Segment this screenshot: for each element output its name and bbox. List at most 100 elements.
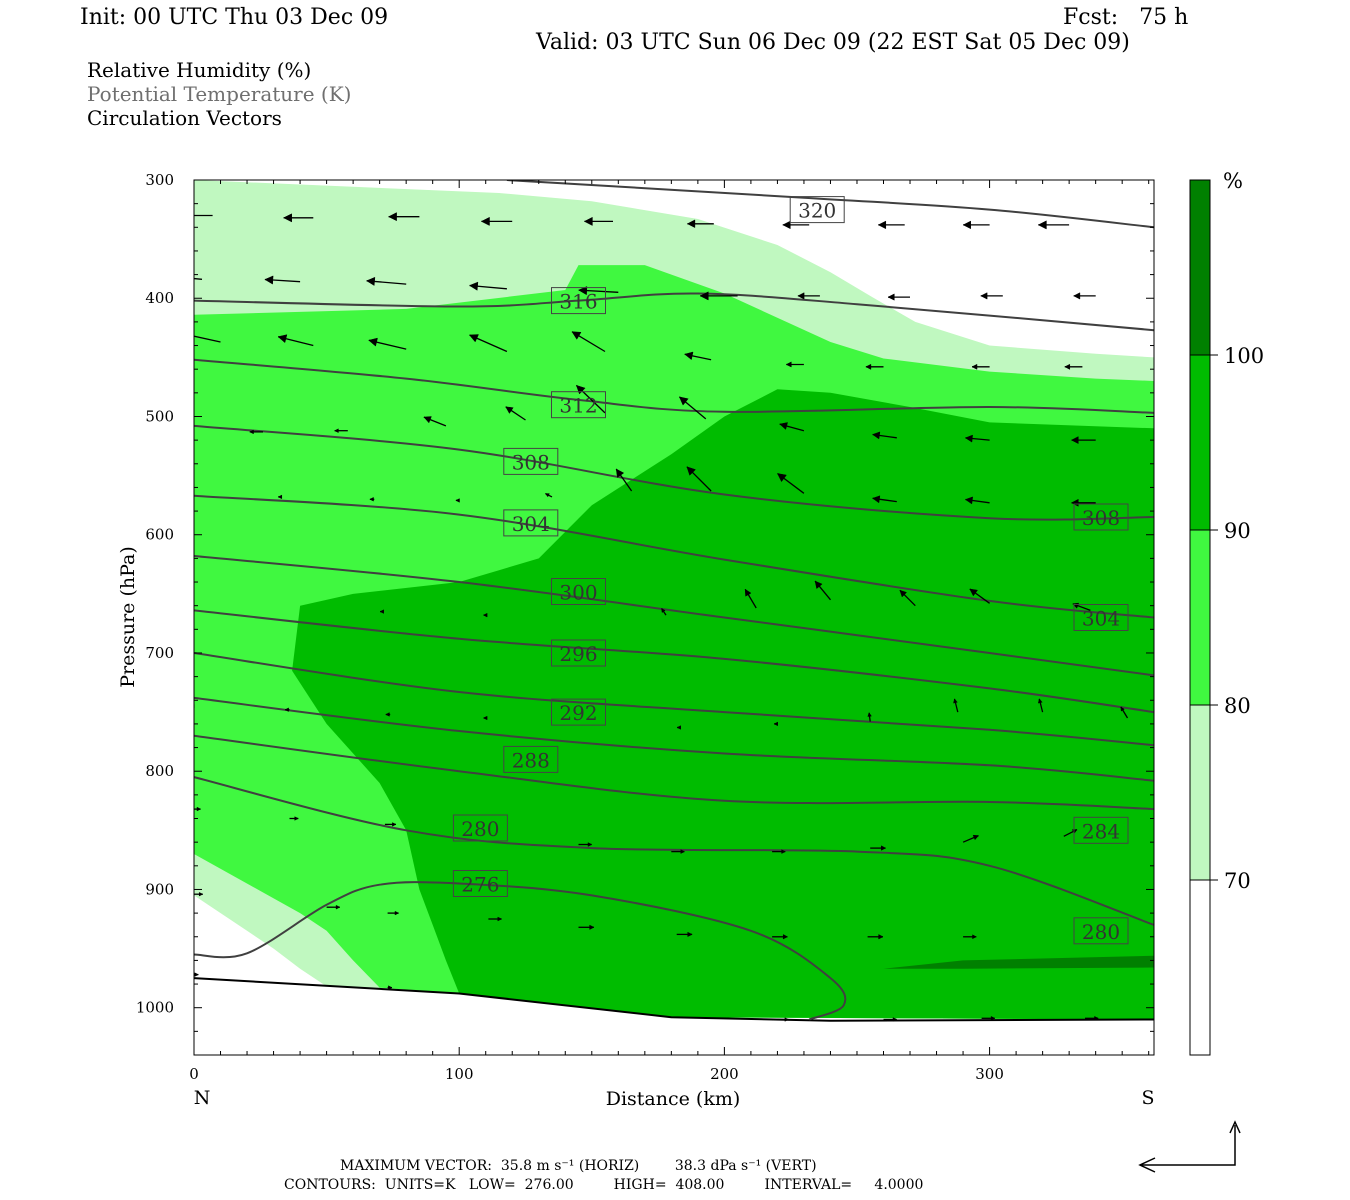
theta-label-304: 304 [1073, 604, 1129, 631]
vector-head [797, 292, 805, 300]
circulation-vector [867, 934, 884, 940]
vector-head [777, 473, 787, 483]
colorbar-level-label: 80 [1224, 694, 1251, 718]
y-tick-label: 900 [145, 880, 174, 898]
vector-head [1071, 829, 1078, 834]
vector-head [589, 924, 595, 930]
theta-label-box [551, 698, 606, 726]
vector-head [482, 612, 488, 618]
theta-label-296: 296 [551, 639, 606, 667]
vector-head [899, 589, 907, 598]
circulation-vector [772, 849, 786, 854]
vector-head [505, 406, 514, 414]
vector-head [678, 396, 689, 406]
circulation-vector [488, 916, 503, 922]
circulation-vector [872, 431, 897, 440]
circulation-vector [779, 422, 805, 432]
vector-head [872, 431, 881, 440]
circulation-vector [686, 466, 712, 492]
vector-head [366, 276, 376, 286]
vector-head [277, 334, 288, 344]
circulation-vector [678, 396, 707, 420]
vector-head [587, 842, 593, 847]
theta-label-304: 304 [503, 509, 559, 537]
vector-head [388, 212, 397, 222]
x-axis-title: Distance (km) [606, 1088, 741, 1110]
circulation-vector [676, 931, 693, 938]
circulation-vector [777, 1017, 789, 1022]
init-time: Init: 00 UTC Thu 03 Dec 09 [80, 5, 389, 30]
circulation-vector [194, 891, 204, 897]
circulation-vector [615, 468, 633, 492]
theta-label-320: 320 [789, 196, 845, 224]
circulation-vector [379, 609, 384, 614]
circulation-vector [964, 434, 990, 443]
circulation-vector [964, 496, 990, 505]
colorbar-frame [1189, 179, 1211, 1056]
circulation-vector [283, 213, 314, 223]
theta-contour-284 [194, 734, 1154, 811]
vector-head [779, 422, 788, 430]
vector-head [744, 588, 752, 597]
colorbar-segment [1190, 180, 1210, 355]
vector-head [388, 985, 393, 990]
vector-head [990, 1015, 996, 1021]
vector-head [1094, 1015, 1099, 1021]
vector-head [196, 806, 202, 812]
circulation-vector [194, 277, 203, 280]
circulation-vector [1085, 1015, 1099, 1021]
circulation-vector [482, 612, 488, 618]
theta-label-316: 316 [551, 287, 606, 315]
circulation-vector [384, 822, 397, 827]
circulation-vector [423, 416, 447, 427]
colorbar-unit: % [1223, 169, 1243, 193]
circulation-vector [194, 972, 199, 977]
theta-label-box [551, 639, 606, 667]
vector-head [877, 220, 887, 230]
vector-head [335, 904, 341, 910]
legend-circulation-vectors: Circulation Vectors [87, 106, 282, 130]
vector-head [379, 609, 384, 614]
theta-label-text: 312 [559, 394, 597, 418]
x-axis-south-label: S [1141, 1087, 1154, 1109]
vector-head [1037, 220, 1047, 230]
vector-head [814, 580, 823, 590]
circulation-vector [699, 291, 738, 301]
theta-label-box [503, 745, 559, 773]
circulation-vector [671, 849, 686, 854]
forecast-hour: Fcst: 75 h [1063, 5, 1189, 30]
vector-head [198, 891, 204, 897]
theta-label-box [551, 287, 606, 315]
vector-head [686, 466, 696, 476]
theta-label-text: 288 [512, 748, 550, 772]
vector-shaft [194, 335, 221, 343]
theta-contour-308 [194, 424, 1154, 521]
vector-head [881, 845, 887, 851]
theta-label-308: 308 [1073, 503, 1129, 531]
circulation-vector [971, 363, 990, 370]
x-tick-label: 300 [975, 1065, 1004, 1083]
theta-contour-312 [194, 358, 1154, 414]
circulation-vector [480, 216, 513, 226]
vector-head [392, 822, 397, 827]
circulation-vector [369, 496, 375, 502]
x-tick-label: 200 [710, 1065, 739, 1083]
vector-head [964, 434, 973, 443]
circulation-vector [962, 834, 980, 843]
terrain-layer [194, 977, 1154, 1055]
theta-label-text: 304 [1082, 607, 1120, 631]
circulation-vector [1120, 706, 1129, 719]
theta-label-284: 284 [1073, 816, 1129, 844]
colorbar-segment [1190, 355, 1210, 530]
circulation-vector [264, 275, 301, 285]
vector-head [575, 385, 586, 395]
vector-head [680, 849, 686, 854]
x-tick-label: 100 [445, 1065, 474, 1083]
vector-head [480, 216, 490, 226]
circulation-vectors [194, 212, 1129, 1022]
theta-label-text: 296 [559, 642, 597, 666]
circulation-vector [468, 281, 507, 291]
circulation-vector [387, 985, 393, 990]
vector-head [334, 428, 339, 434]
valid-time: Valid: 03 UTC Sun 06 Dec 09 (22 EST Sat … [536, 30, 1130, 55]
